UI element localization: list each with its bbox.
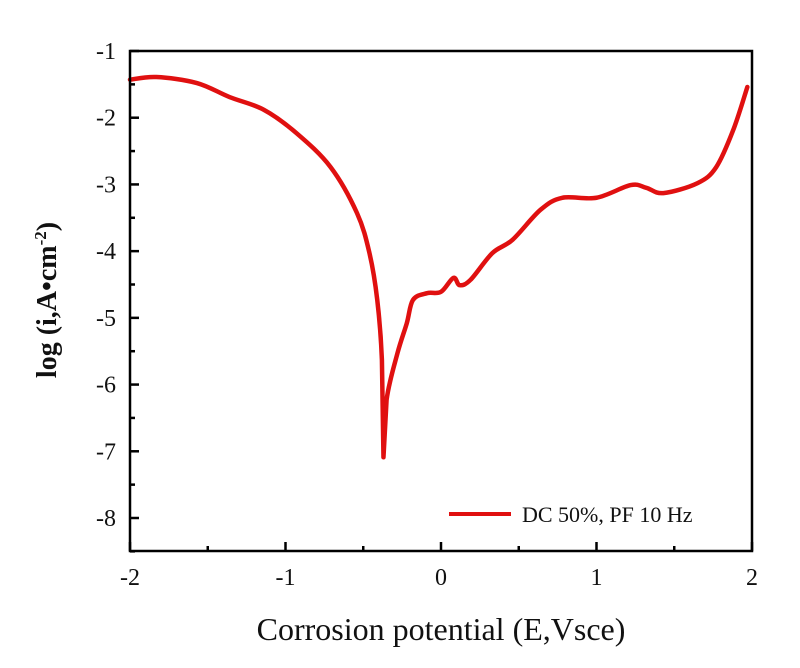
legend: DC 50%, PF 10 Hz (449, 502, 693, 527)
y-tick-label: -4 (96, 239, 116, 265)
x-tick-label: -2 (120, 565, 140, 591)
series-line (127, 74, 750, 460)
y-tick-label: -2 (96, 106, 116, 132)
x-tick-label: -1 (276, 565, 296, 591)
x-tick-label: 1 (591, 565, 603, 591)
x-tick-label: 2 (746, 565, 758, 591)
y-tick-label: -5 (96, 306, 116, 332)
y-axis-title-close: ) (32, 222, 63, 231)
y-axis-title-sup: -2 (31, 231, 50, 245)
y-tick-label: -8 (96, 506, 116, 532)
y-tick-label: -3 (96, 172, 116, 198)
x-axis-title: Corrosion potential (E,Vsce) (257, 611, 626, 647)
y-axis-title-main: log (i,A•cm (32, 245, 63, 378)
y-axis-title: log (i,A•cm-2) (31, 222, 63, 378)
x-tick-labels: -2 -1 0 1 2 (120, 565, 758, 591)
y-tick-label: -1 (96, 39, 116, 65)
y-tick-label: -7 (96, 439, 116, 465)
y-tick-label: -6 (96, 373, 116, 399)
axis-ticks (128, 49, 754, 553)
plot-frame (128, 49, 754, 553)
y-tick-labels: -1 -2 -3 -4 -5 -6 -7 -8 (96, 39, 116, 532)
x-tick-label: 0 (435, 565, 447, 591)
legend-label: DC 50%, PF 10 Hz (522, 502, 693, 527)
